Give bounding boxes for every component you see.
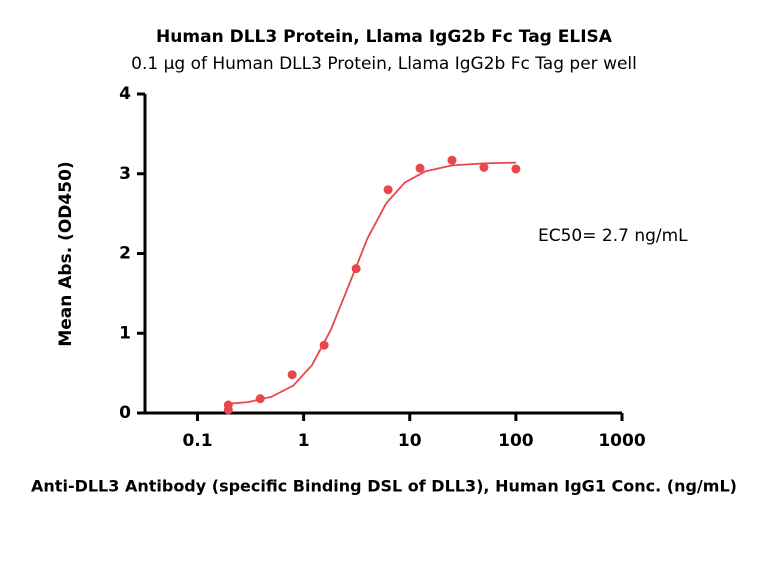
annotation: EC50= 2.7 ng/mL <box>538 226 688 246</box>
data-point <box>255 394 265 404</box>
data-point <box>319 340 329 350</box>
data-point <box>511 164 521 174</box>
y-tick-label: 0 <box>119 403 131 423</box>
data-point <box>479 162 489 172</box>
x-tick-label: 1000 <box>598 431 645 451</box>
y-tick-label: 2 <box>119 244 131 264</box>
fit-curve <box>228 161 516 405</box>
data-point <box>351 264 361 274</box>
x-axis-label: Anti-DLL3 Antibody (specific Binding DSL… <box>31 477 737 496</box>
data-point <box>223 405 233 415</box>
y-tick-label: 4 <box>119 84 131 104</box>
x-tick-label: 100 <box>498 431 534 451</box>
chart-subtitle: 0.1 μg of Human DLL3 Protein, Llama IgG2… <box>131 54 637 74</box>
data-point <box>383 185 393 195</box>
data-point <box>287 370 297 380</box>
x-tick-label: 10 <box>398 431 422 451</box>
x-tick-label: 1 <box>298 431 310 451</box>
y-tick-label: 1 <box>119 323 131 343</box>
y-axis-label: Mean Abs. (OD450) <box>56 161 76 346</box>
x-tick-label: 0.1 <box>182 431 212 451</box>
y-tick-label: 3 <box>119 164 131 184</box>
chart-title: Human DLL3 Protein, Llama IgG2b Fc Tag E… <box>156 27 613 47</box>
data-point <box>447 155 457 165</box>
data-point <box>415 163 425 173</box>
